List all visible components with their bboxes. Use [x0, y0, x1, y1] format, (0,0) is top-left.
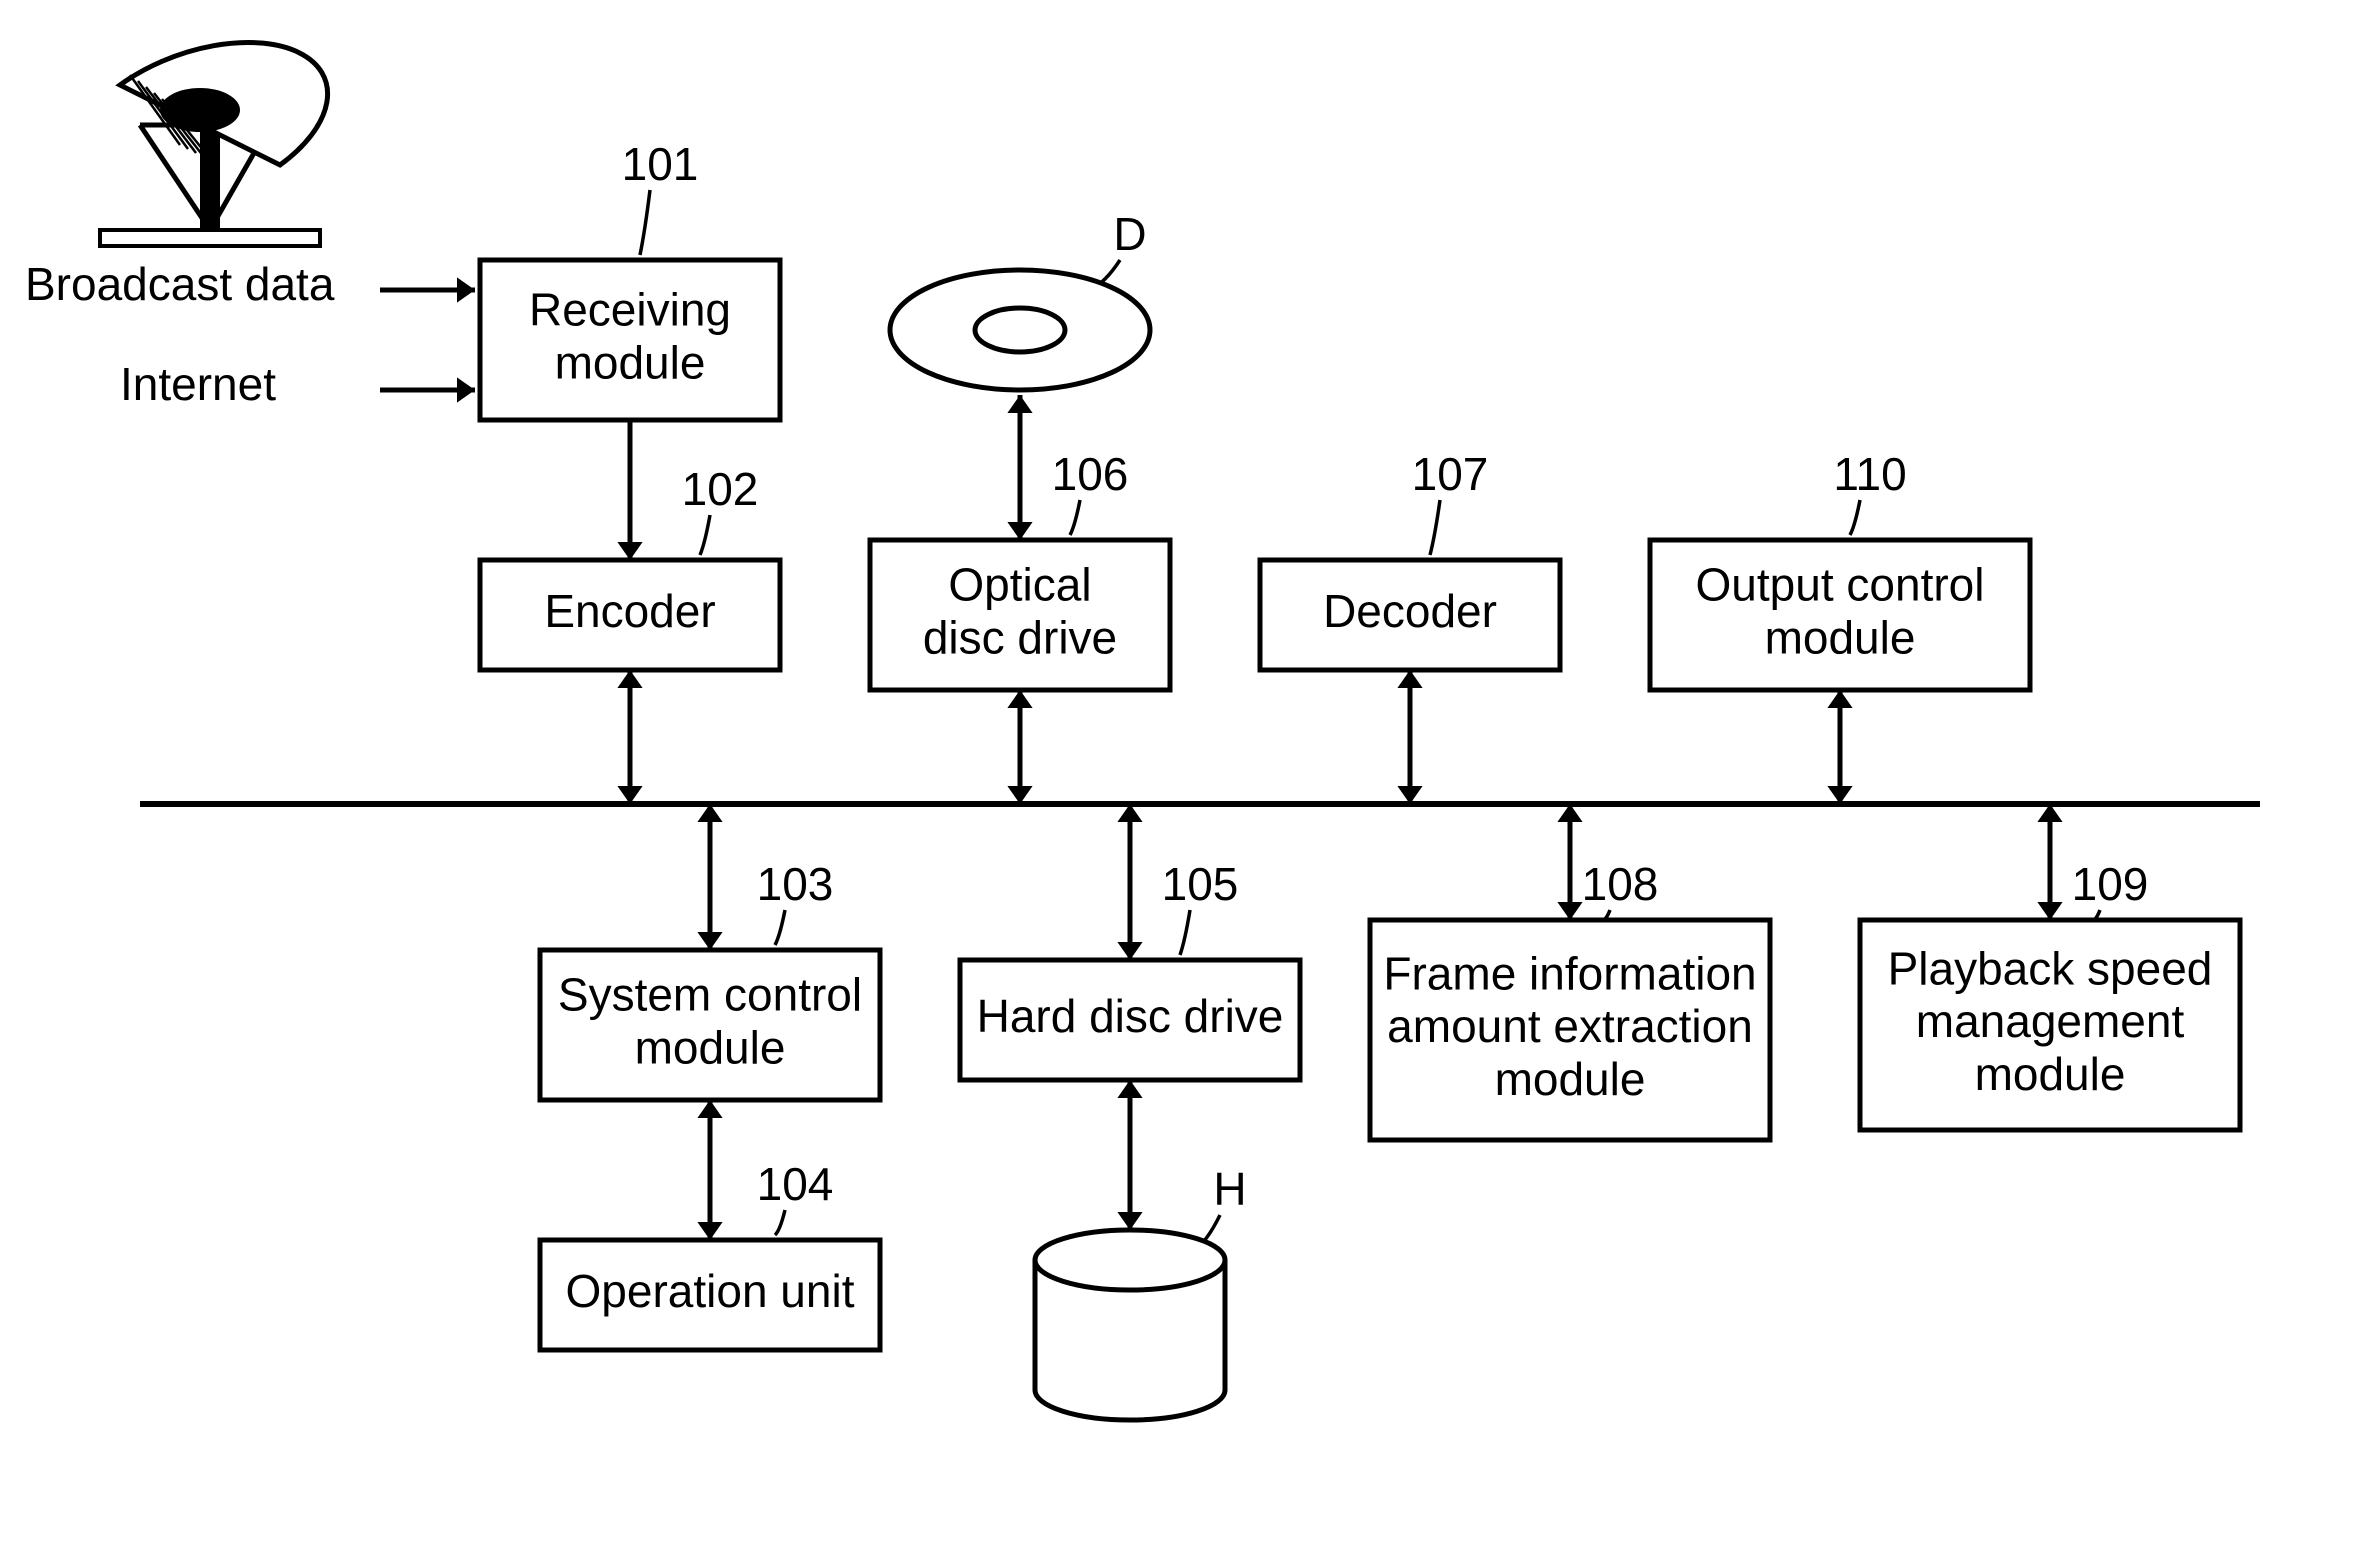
box-hdd: Hard disc drive — [960, 960, 1300, 1080]
optical-disc-icon — [890, 270, 1150, 390]
box-playback-label-1: management — [1916, 995, 2185, 1047]
box-decoder-label-0: Decoder — [1323, 585, 1497, 637]
arrowhead — [1007, 395, 1032, 413]
ref-label-hdd: 105 — [1162, 858, 1239, 910]
arrowhead — [457, 277, 475, 302]
ref-leader-encoder — [700, 515, 710, 555]
arrowhead — [617, 542, 642, 560]
arrowhead — [1007, 690, 1032, 708]
box-decoder: Decoder — [1260, 560, 1560, 670]
box-optical: Opticaldisc drive — [870, 540, 1170, 690]
satellite-dish-icon — [100, 42, 328, 246]
box-output-label-1: module — [1765, 612, 1916, 664]
arrowhead — [1557, 902, 1582, 920]
box-optical-label-1: disc drive — [923, 612, 1117, 664]
ref-leader-decoder — [1430, 500, 1440, 555]
ref-label-disc: D — [1113, 208, 1146, 260]
ref-label-frameinfo: 108 — [1582, 858, 1659, 910]
ref-leader-operation — [775, 1210, 785, 1235]
box-hdd-label-0: Hard disc drive — [977, 990, 1284, 1042]
ref-label-playback: 109 — [2072, 858, 2149, 910]
ref-label-syscontrol: 103 — [757, 858, 834, 910]
box-encoder: Encoder — [480, 560, 780, 670]
arrowhead — [1117, 1212, 1142, 1230]
hdd-cylinder-icon — [1035, 1230, 1225, 1420]
box-frameinfo: Frame informationamount extractionmodule — [1370, 920, 1770, 1140]
box-playback: Playback speedmanagementmodule — [1860, 920, 2240, 1130]
ref-label-optical: 106 — [1052, 448, 1129, 500]
box-syscontrol-label-1: module — [635, 1022, 786, 1074]
arrowhead — [697, 1100, 722, 1118]
ref-label-decoder: 107 — [1412, 448, 1489, 500]
ref-label-operation: 104 — [757, 1158, 834, 1210]
arrowhead — [1827, 690, 1852, 708]
box-receiving-label-0: Receiving — [529, 284, 731, 336]
box-output-label-0: Output control — [1696, 559, 1985, 611]
box-playback-label-0: Playback speed — [1888, 942, 2213, 994]
arrowhead — [1117, 1080, 1142, 1098]
ref-leader-syscontrol — [775, 910, 785, 945]
arrowhead — [697, 932, 722, 950]
ref-leader-hdd — [1180, 910, 1190, 955]
ref-label-cylinder: H — [1213, 1163, 1246, 1215]
arrowhead — [457, 377, 475, 402]
box-playback-label-2: module — [1975, 1048, 2126, 1100]
ref-leader-output — [1850, 500, 1860, 535]
box-syscontrol: System controlmodule — [540, 950, 880, 1100]
box-optical-label-0: Optical — [948, 559, 1091, 611]
arrowhead — [1117, 942, 1142, 960]
box-receiving-label-1: module — [555, 337, 706, 389]
box-frameinfo-label-2: module — [1495, 1053, 1646, 1105]
arrowhead — [2037, 902, 2062, 920]
box-syscontrol-label-0: System control — [558, 969, 862, 1021]
arrowhead — [697, 1222, 722, 1240]
box-frameinfo-label-1: amount extraction — [1387, 1000, 1753, 1052]
box-encoder-label-0: Encoder — [544, 585, 715, 637]
ref-label-receiving: 101 — [622, 138, 699, 190]
box-receiving: Receivingmodule — [480, 260, 780, 420]
arrowhead — [1397, 670, 1422, 688]
ref-label-output: 110 — [1833, 448, 1906, 500]
ref-label-encoder: 102 — [682, 463, 759, 515]
box-output: Output controlmodule — [1650, 540, 2030, 690]
arrowhead — [617, 670, 642, 688]
input-label-broadcast: Broadcast data — [25, 258, 335, 310]
ref-leader-optical — [1070, 500, 1080, 535]
box-operation-label-0: Operation unit — [566, 1265, 855, 1317]
box-frameinfo-label-0: Frame information — [1383, 947, 1756, 999]
input-label-internet: Internet — [120, 358, 276, 410]
ref-leader-receiving — [640, 190, 650, 255]
arrowhead — [1007, 522, 1032, 540]
box-operation: Operation unit — [540, 1240, 880, 1350]
